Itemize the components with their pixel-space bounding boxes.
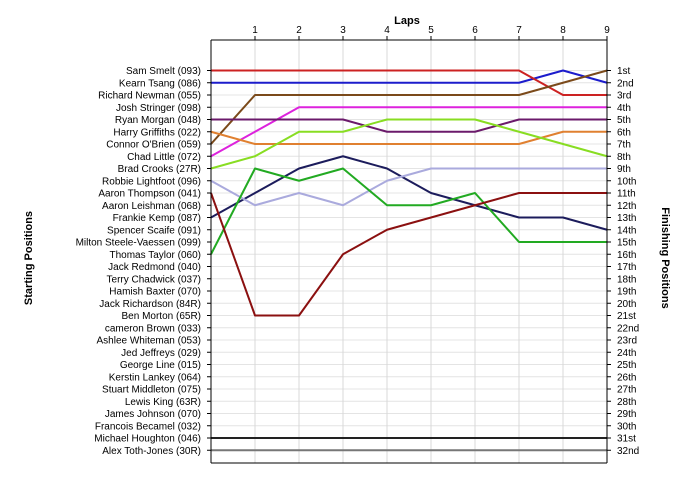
x-tick-label: 7 [516, 25, 522, 36]
starting-label: George Line (015) [120, 360, 201, 371]
x-tick-label: 8 [560, 25, 566, 36]
series-line [210, 118, 608, 170]
starting-label: Ben Morton (65R) [122, 311, 201, 322]
finishing-label: 19th [617, 287, 636, 298]
plot-area [211, 40, 607, 463]
starting-label: Sam Smelt (093) [126, 66, 201, 77]
axes [207, 36, 611, 464]
starting-label: Spencer Scaife (091) [107, 225, 201, 236]
starting-label: Thomas Taylor (060) [109, 250, 201, 261]
starting-label: Kerstin Lankey (064) [109, 372, 201, 383]
finishing-label: 15th [617, 238, 636, 249]
starting-label: Jack Richardson (84R) [99, 299, 201, 310]
finishing-label: 18th [617, 274, 636, 285]
finishing-label: 32nd [617, 446, 639, 457]
series-line [210, 167, 607, 255]
gridlines [211, 40, 608, 463]
chart-title: Laps [394, 15, 420, 27]
x-tick-label: 6 [472, 25, 478, 36]
starting-label: Kearn Tsang (086) [119, 78, 201, 89]
x-tick-labels: 1 2 3 4 5 6 7 8 9 [252, 25, 610, 36]
starting-label: Stuart Middleton (075) [102, 385, 201, 396]
finishing-label: 5th [617, 115, 631, 126]
finishing-label: 6th [617, 127, 631, 138]
x-tick-label: 4 [384, 25, 390, 36]
finishing-label: 3rd [617, 91, 631, 102]
plot-background [211, 40, 607, 463]
series-line [210, 192, 607, 317]
series-line [210, 167, 607, 207]
starting-label: Ryan Morgan (048) [115, 115, 201, 126]
starting-label: Josh Stringer (098) [116, 103, 201, 114]
x-tick-label: 9 [604, 25, 610, 36]
starting-label: cameron Brown (033) [105, 323, 201, 334]
starting-label: Richard Newman (055) [98, 91, 201, 102]
series-line [211, 69, 608, 84]
starting-label: Connor O'Brien (059) [106, 140, 201, 151]
starting-label: Chad Little (072) [127, 152, 201, 163]
starting-label: Frankie Kemp (087) [113, 213, 201, 224]
finishing-label: 27th [617, 385, 636, 396]
starting-label: Hamish Baxter (070) [109, 287, 201, 298]
starting-label: Aaron Thompson (041) [98, 189, 201, 200]
finishing-label: 24th [617, 348, 636, 359]
starting-label: Jed Jeffreys (029) [121, 348, 201, 359]
starting-label: Francois Becamel (032) [95, 421, 201, 432]
finishing-label: 11th [617, 189, 636, 200]
finishing-label: 14th [617, 225, 636, 236]
x-tick-label: 2 [296, 25, 302, 36]
finishing-label: 17th [617, 262, 636, 273]
x-tick-label: 1 [252, 25, 258, 36]
series-line [210, 155, 608, 231]
starting-label: Alex Toth-Jones (30R) [102, 446, 201, 457]
finishing-label: 2nd [617, 78, 634, 89]
finishing-position-labels: 1st2nd3rd4th5th6th7th8th9th10th11th12th1… [617, 66, 639, 457]
starting-label: Michael Houghton (046) [94, 434, 201, 445]
finishing-label: 8th [617, 152, 631, 163]
finishing-label: 23rd [617, 336, 637, 347]
series-line [210, 69, 608, 145]
y-axis-left-label: Starting Positions [23, 211, 35, 305]
finishing-label: 22nd [617, 323, 639, 334]
finishing-label: 1st [617, 66, 631, 77]
finishing-label: 9th [617, 164, 631, 175]
finishing-label: 21st [617, 311, 636, 322]
finishing-label: 20th [617, 299, 636, 310]
series-lines [210, 69, 608, 452]
finishing-label: 25th [617, 360, 636, 371]
finishing-label: 4th [617, 103, 631, 114]
starting-label: Harry Griffiths (022) [113, 127, 201, 138]
starting-label: James Johnson (070) [105, 409, 201, 420]
finishing-label: 31st [617, 434, 636, 445]
starting-label: Ashlee Whiteman (053) [97, 336, 202, 347]
finishing-label: 29th [617, 409, 636, 420]
finishing-label: 10th [617, 176, 636, 187]
x-tick-label: 5 [428, 25, 434, 36]
starting-label: Terry Chadwick (037) [107, 274, 201, 285]
finishing-label: 7th [617, 140, 631, 151]
starting-label: Brad Crooks (27R) [118, 164, 201, 175]
finishing-label: 12th [617, 201, 636, 212]
series-line [211, 69, 607, 96]
finishing-label: 30th [617, 421, 636, 432]
finishing-label: 26th [617, 372, 636, 383]
starting-label: Milton Steele-Vaessen (099) [76, 238, 201, 249]
x-tick-label: 3 [340, 25, 346, 36]
finishing-label: 13th [617, 213, 636, 224]
starting-label: Aaron Leishman (068) [102, 201, 201, 212]
starting-label: Lewis King (63R) [125, 397, 201, 408]
finishing-label: 28th [617, 397, 636, 408]
starting-position-labels: Sam Smelt (093)Kearn Tsang (086) Richard … [76, 66, 201, 457]
finishing-label: 16th [617, 250, 636, 261]
y-axis-right-label: Finishing Positions [659, 207, 671, 308]
series-line [211, 118, 607, 133]
starting-label: Jack Redmond (040) [108, 262, 201, 273]
starting-label: Robbie Lightfoot (096) [102, 176, 201, 187]
